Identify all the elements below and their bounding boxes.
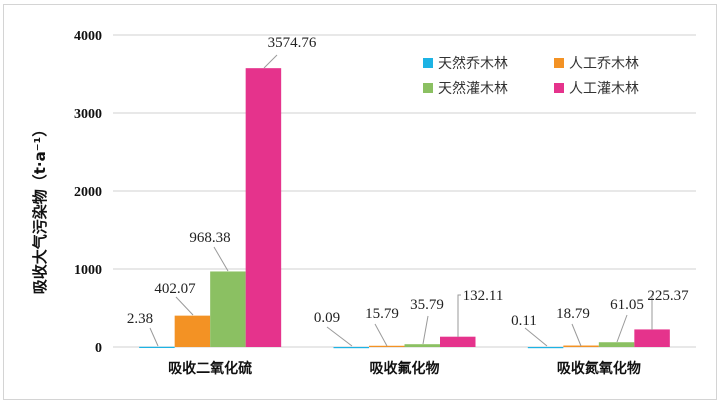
data-label: 0.09 (314, 310, 340, 326)
bar (634, 329, 670, 347)
data-label: 15.79 (365, 306, 399, 322)
y-tick-label: 3000 (74, 107, 102, 122)
leader-line (457, 294, 461, 337)
bar (333, 346, 369, 349)
leader-line (213, 246, 229, 272)
leader-line (149, 327, 159, 347)
y-tick-label: 4000 (74, 29, 102, 44)
bar (369, 345, 405, 347)
bar (598, 342, 635, 347)
bar (563, 345, 599, 347)
leader-line (374, 323, 388, 347)
bar (440, 336, 476, 347)
y-axis-label: 吸收大气污染物（t·a⁻¹） (31, 122, 49, 294)
bar (139, 346, 175, 349)
leader-line (571, 323, 582, 347)
legend-swatch (423, 83, 433, 93)
data-label: 132.11 (463, 288, 504, 304)
bar (210, 271, 246, 347)
data-label: 3574.76 (268, 35, 317, 51)
leader-line (616, 314, 628, 343)
data-label: 2.38 (127, 311, 153, 327)
legend-swatch (554, 58, 564, 68)
data-label: 61.05 (610, 297, 644, 313)
y-tick-label: 1000 (74, 263, 102, 278)
legend-label: 人工乔木林 (569, 56, 639, 72)
leader-line (524, 327, 548, 347)
leader-line (422, 315, 429, 345)
x-category-label: 吸收氮氧化物 (557, 360, 641, 377)
data-label: 968.38 (189, 230, 230, 246)
legend-label: 天然灌木林 (438, 80, 508, 97)
x-category-label: 吸收氟化物 (370, 360, 440, 377)
data-label: 18.79 (556, 306, 590, 322)
leader-line (175, 296, 194, 316)
chart-frame (3, 4, 717, 400)
legend-swatch (554, 83, 564, 93)
legend-swatch (423, 58, 433, 68)
x-category-label: 吸收二氧化硫 (168, 360, 252, 377)
data-label: 35.79 (410, 297, 444, 313)
bar (527, 346, 564, 349)
leader-line (263, 54, 278, 69)
bar (245, 68, 282, 348)
bar (174, 315, 211, 347)
y-tick-label: 0 (95, 341, 102, 356)
leader-line (326, 326, 353, 347)
bar (404, 344, 440, 347)
leader-line (651, 294, 654, 330)
legend-label: 人工灌木林 (569, 81, 639, 97)
y-tick-label: 2000 (74, 185, 102, 200)
data-label: 402.07 (154, 281, 196, 297)
data-label: 225.37 (647, 288, 689, 304)
data-label: 0.11 (511, 313, 537, 329)
legend-label: 天然乔木林 (438, 55, 508, 72)
